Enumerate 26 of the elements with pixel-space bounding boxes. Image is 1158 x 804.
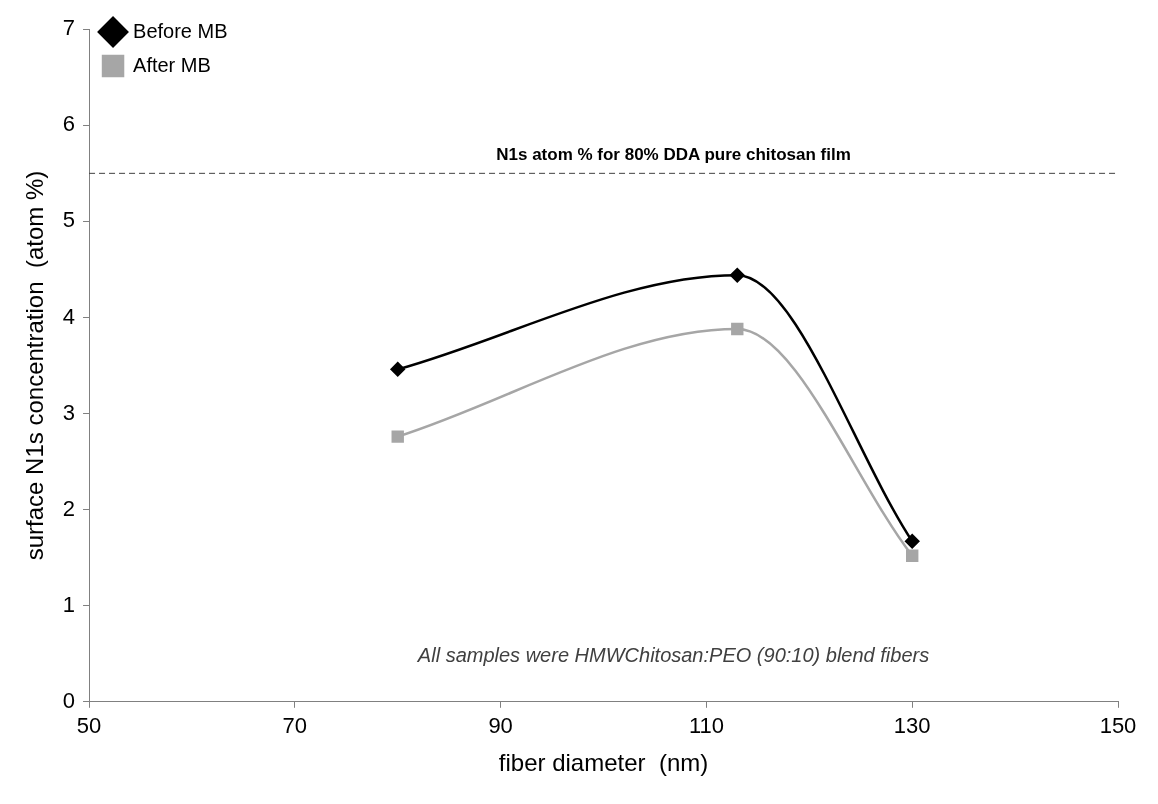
x-tick-label: 70 — [282, 713, 308, 739]
x-axis-title: fiber diameter (nm) — [498, 749, 709, 777]
x-tick-label: 90 — [488, 713, 513, 739]
x-tick-label: 150 — [1099, 713, 1137, 739]
y-tick-label: 2 — [62, 495, 76, 521]
x-tick-label: 50 — [76, 713, 102, 739]
point — [730, 267, 745, 283]
point — [906, 549, 919, 562]
legend-label: After MB — [133, 53, 211, 76]
y-tick-label: 6 — [62, 111, 76, 137]
point — [731, 322, 744, 336]
y-axis-title: surface N1s concentration (atom %) — [21, 170, 49, 561]
y-tick-label: 7 — [62, 15, 76, 41]
y-tick-label: 0 — [62, 687, 76, 713]
point — [391, 430, 404, 443]
y-tick-label: 3 — [62, 399, 76, 425]
point — [390, 362, 405, 377]
legend-label: Before MB — [133, 19, 228, 42]
y-tick-label: 5 — [62, 207, 76, 233]
x-tick-label: 110 — [688, 713, 724, 739]
y-tick-label: 1 — [62, 591, 76, 617]
x-tick-label: 130 — [893, 713, 931, 739]
y-tick-label: 4 — [62, 303, 76, 329]
point — [904, 534, 920, 549]
ref-line-label: N1s atom % for 80% DDA pure chitosan film — [496, 144, 851, 164]
annotation: All samples were HMWChitosan:PEO (90:10) blend fibers — [416, 644, 930, 667]
